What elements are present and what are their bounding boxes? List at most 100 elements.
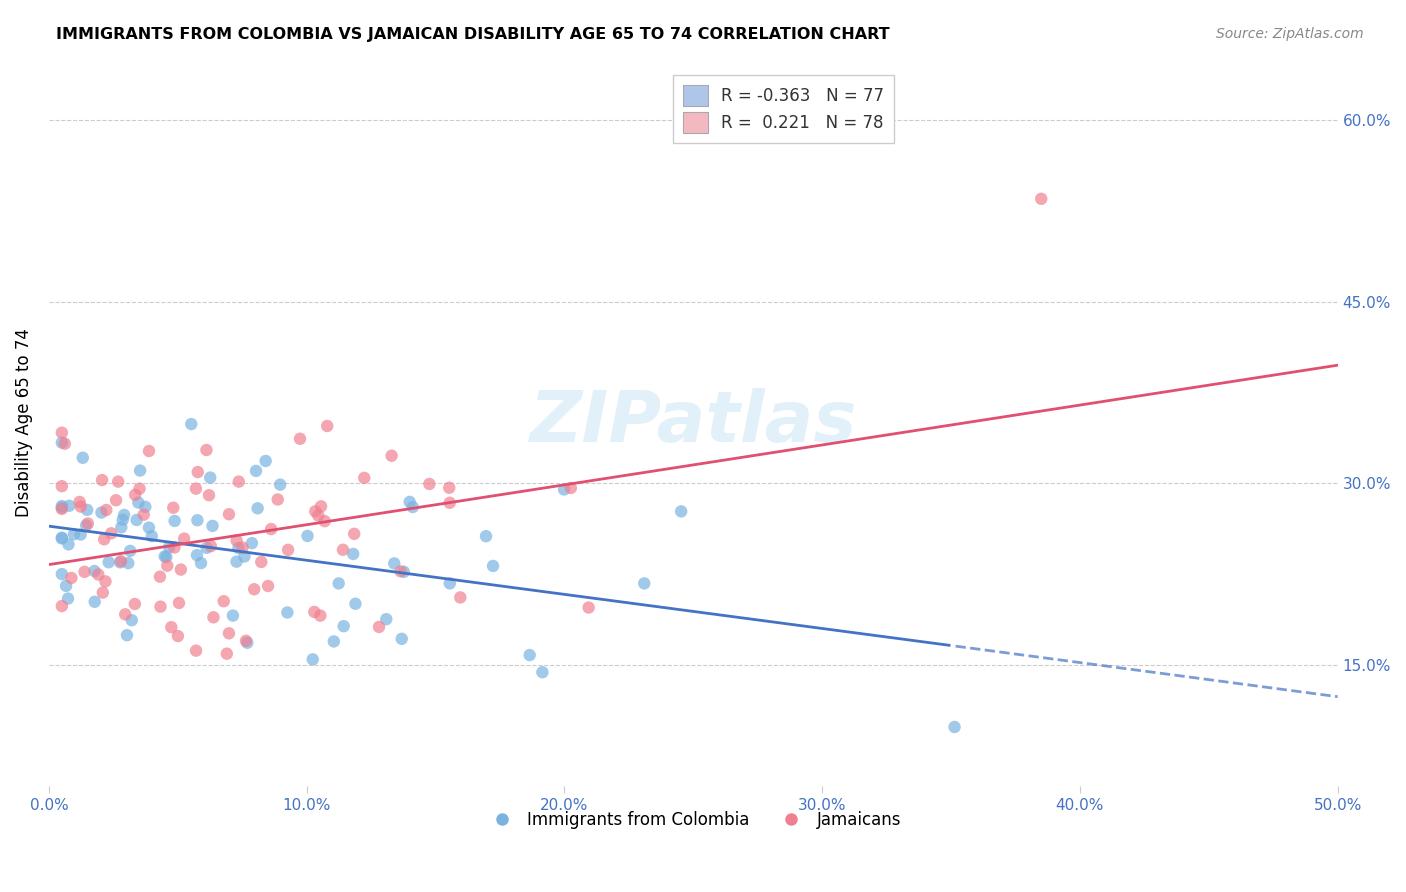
Point <box>69 500 91 514</box>
Point <box>195 541 218 555</box>
Point <box>316 419 339 434</box>
Point <box>260 522 283 536</box>
Point <box>141 529 163 543</box>
Point <box>342 547 364 561</box>
Point <box>531 665 554 680</box>
Point <box>51 499 73 513</box>
Point <box>127 495 149 509</box>
Point <box>91 473 114 487</box>
Point <box>297 529 319 543</box>
Point <box>180 417 202 431</box>
Point <box>170 563 193 577</box>
Point <box>96 503 118 517</box>
Point <box>309 500 332 514</box>
Point <box>228 475 250 489</box>
Point <box>114 607 136 622</box>
Point <box>76 503 98 517</box>
Point <box>195 442 218 457</box>
Text: IMMIGRANTS FROM COLOMBIA VS JAMAICAN DISABILITY AGE 65 TO 74 CORRELATION CHART: IMMIGRANTS FROM COLOMBIA VS JAMAICAN DIS… <box>56 27 890 42</box>
Point <box>475 529 498 543</box>
Point <box>439 576 461 591</box>
Point <box>254 454 277 468</box>
Point <box>72 450 94 465</box>
Point <box>228 541 250 555</box>
Point <box>156 558 179 573</box>
Point <box>69 495 91 509</box>
Point <box>173 532 195 546</box>
Point <box>200 470 222 484</box>
Point <box>267 492 290 507</box>
Point <box>51 479 73 493</box>
Point <box>439 481 461 495</box>
Point <box>53 436 76 450</box>
Point <box>439 496 461 510</box>
Point <box>51 500 73 515</box>
Point <box>60 571 83 585</box>
Point <box>943 720 966 734</box>
Point <box>51 567 73 582</box>
Point <box>482 558 505 573</box>
Point <box>553 483 575 497</box>
Point <box>128 482 150 496</box>
Point <box>186 548 208 562</box>
Point <box>117 556 139 570</box>
Point <box>124 488 146 502</box>
Point <box>201 519 224 533</box>
Point <box>163 541 186 555</box>
Point <box>309 608 332 623</box>
Point <box>87 567 110 582</box>
Point <box>243 582 266 597</box>
Legend: Immigrants from Colombia, Jamaicans: Immigrants from Colombia, Jamaicans <box>479 805 908 836</box>
Point <box>277 542 299 557</box>
Point <box>97 555 120 569</box>
Point <box>449 591 471 605</box>
Point <box>402 500 425 514</box>
Point <box>245 464 267 478</box>
Point <box>110 554 132 568</box>
Point <box>218 507 240 521</box>
Point <box>257 579 280 593</box>
Point <box>304 605 326 619</box>
Point <box>134 500 156 514</box>
Point <box>332 542 354 557</box>
Point <box>246 501 269 516</box>
Point <box>83 564 105 578</box>
Point <box>391 632 413 646</box>
Point <box>112 508 135 522</box>
Point <box>389 565 412 579</box>
Point <box>149 599 172 614</box>
Point <box>51 532 73 546</box>
Point <box>418 477 440 491</box>
Point <box>669 504 692 518</box>
Point <box>69 527 91 541</box>
Text: ZIPatlas: ZIPatlas <box>530 388 858 458</box>
Point <box>149 569 172 583</box>
Point <box>94 574 117 589</box>
Point <box>121 613 143 627</box>
Point <box>138 520 160 534</box>
Point <box>51 531 73 545</box>
Point <box>153 549 176 564</box>
Point <box>73 565 96 579</box>
Point <box>344 597 367 611</box>
Point <box>58 499 80 513</box>
Point <box>138 444 160 458</box>
Point <box>111 513 134 527</box>
Point <box>519 648 541 662</box>
Point <box>155 549 177 564</box>
Point <box>332 619 354 633</box>
Point <box>314 514 336 528</box>
Point <box>160 620 183 634</box>
Point <box>322 634 344 648</box>
Point <box>233 549 256 564</box>
Point <box>51 599 73 613</box>
Point <box>51 425 73 440</box>
Point <box>215 647 238 661</box>
Point <box>125 513 148 527</box>
Point <box>218 626 240 640</box>
Point <box>398 495 420 509</box>
Point <box>301 652 323 666</box>
Point <box>63 527 86 541</box>
Point <box>55 579 77 593</box>
Point <box>231 541 253 555</box>
